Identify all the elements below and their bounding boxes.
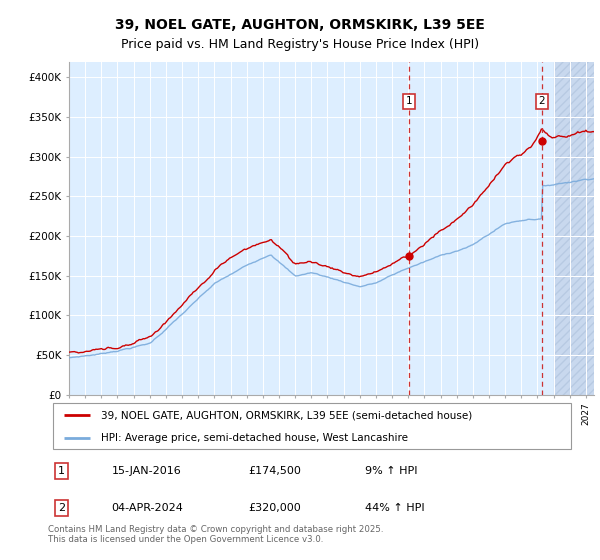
Text: 44% ↑ HPI: 44% ↑ HPI: [365, 503, 424, 513]
Text: 2: 2: [539, 96, 545, 106]
FancyBboxPatch shape: [53, 404, 571, 449]
Text: 39, NOEL GATE, AUGHTON, ORMSKIRK, L39 5EE (semi-detached house): 39, NOEL GATE, AUGHTON, ORMSKIRK, L39 5E…: [101, 410, 472, 421]
Text: 9% ↑ HPI: 9% ↑ HPI: [365, 466, 418, 476]
Text: Price paid vs. HM Land Registry's House Price Index (HPI): Price paid vs. HM Land Registry's House …: [121, 38, 479, 52]
Text: Contains HM Land Registry data © Crown copyright and database right 2025.
This d: Contains HM Land Registry data © Crown c…: [48, 525, 383, 544]
Text: 15-JAN-2016: 15-JAN-2016: [112, 466, 181, 476]
Bar: [554, 62, 594, 395]
Text: 39, NOEL GATE, AUGHTON, ORMSKIRK, L39 5EE: 39, NOEL GATE, AUGHTON, ORMSKIRK, L39 5E…: [115, 18, 485, 32]
Text: 1: 1: [406, 96, 412, 106]
Text: 04-APR-2024: 04-APR-2024: [112, 503, 183, 513]
Text: 1: 1: [58, 466, 65, 476]
Text: £174,500: £174,500: [248, 466, 302, 476]
Text: £320,000: £320,000: [248, 503, 301, 513]
Text: 2: 2: [58, 503, 65, 513]
Text: HPI: Average price, semi-detached house, West Lancashire: HPI: Average price, semi-detached house,…: [101, 433, 408, 444]
Bar: [554, 62, 594, 395]
